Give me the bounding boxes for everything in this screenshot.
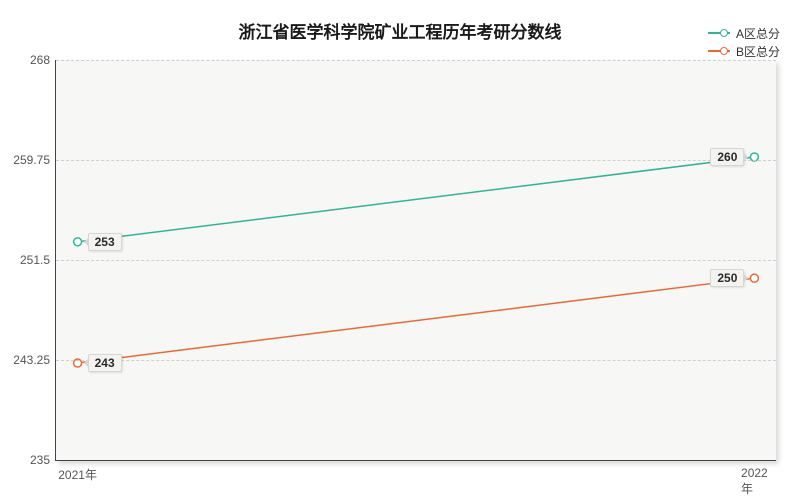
- x-tick-label: 2022年: [741, 460, 768, 497]
- y-tick-label: 243.25: [13, 353, 56, 367]
- series-line: [78, 157, 755, 242]
- grid-line: [56, 160, 776, 161]
- value-label: 243: [88, 354, 122, 372]
- y-tick-label: 235: [30, 453, 56, 467]
- legend-dot-a: [720, 29, 728, 37]
- chart-title: 浙江省医学科学院矿业工程历年考研分数线: [0, 18, 800, 43]
- legend-label-a: A区总分: [736, 25, 780, 42]
- y-tick-label: 268: [30, 53, 56, 67]
- grid-line: [56, 260, 776, 261]
- grid-line: [56, 60, 776, 61]
- x-tick-label: 2021年: [58, 460, 97, 483]
- legend: A区总分 B区总分: [708, 24, 780, 60]
- plot-area: 235243.25251.5259.752682021年2022年2532602…: [55, 60, 776, 461]
- y-tick-label: 259.75: [13, 153, 56, 167]
- legend-item-a: A区总分: [708, 24, 780, 42]
- value-label: 260: [710, 148, 744, 166]
- value-label: 250: [710, 269, 744, 287]
- chart-container: 浙江省医学科学院矿业工程历年考研分数线 A区总分 B区总分 235 243.25 2…: [0, 0, 800, 500]
- legend-dot-b: [720, 47, 728, 55]
- legend-label-b: B区总分: [736, 43, 780, 60]
- legend-item-b: B区总分: [708, 42, 780, 60]
- y-tick-label: 251.5: [20, 253, 56, 267]
- value-label: 253: [88, 233, 122, 251]
- grid-line: [56, 360, 776, 361]
- series-line: [78, 278, 755, 363]
